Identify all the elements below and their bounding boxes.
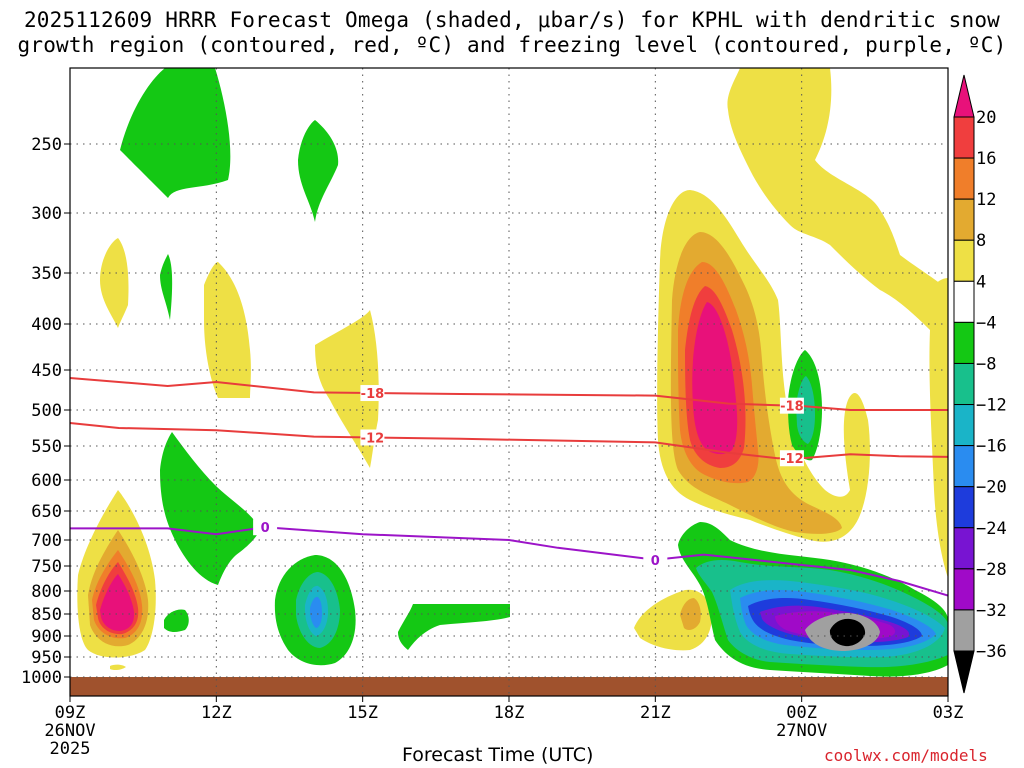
x-tick-year: 2025	[50, 739, 91, 759]
plot-frame	[69, 67, 949, 697]
contour-line	[69, 377, 948, 411]
x-tick-label: 03Z	[933, 703, 964, 723]
y-tick-label: 300	[31, 204, 62, 224]
colorbar-cap-top	[953, 74, 975, 118]
x-tick-label: 21Z	[640, 703, 671, 723]
colorbar-label: −4	[976, 313, 996, 333]
omega-region	[310, 596, 322, 628]
contour-label-bg	[779, 397, 804, 414]
grid-lines	[70, 68, 948, 696]
omega-region	[164, 609, 189, 632]
colorbar-label: −8	[976, 354, 996, 374]
omega-region	[929, 278, 948, 578]
colorbar-swatch	[953, 239, 975, 282]
colorbar-label: 4	[976, 272, 986, 292]
colorbar-label: 20	[976, 108, 996, 128]
omega-region	[204, 262, 251, 398]
omega-region	[160, 432, 260, 585]
colorbar-swatch	[953, 527, 975, 570]
y-tick-label: 400	[31, 315, 62, 335]
x-axis-title: Forecast Time (UTC)	[402, 744, 594, 766]
y-tick-label: 600	[31, 471, 62, 491]
chart-title-line-2: growth region (contoured, red, ºC) and f…	[17, 33, 1007, 57]
colorbar-swatch	[953, 486, 975, 529]
omega-region	[160, 254, 173, 320]
colorbar-swatch	[953, 568, 975, 611]
x-tick-date: 27NOV	[776, 721, 827, 741]
omega-region	[692, 302, 738, 455]
y-tick-label: 800	[31, 582, 62, 602]
colorbar-label: −12	[976, 396, 1007, 416]
colorbar-swatch	[953, 445, 975, 488]
x-tick-label: 00Z	[786, 703, 817, 723]
omega-region	[100, 238, 129, 328]
colorbar-swatch	[953, 157, 975, 200]
colorbar-swatch	[953, 362, 975, 406]
y-axis: 2503003504004505005506006507007508008509…	[21, 135, 70, 688]
omega-shading	[77, 68, 948, 677]
x-tick-label: 18Z	[494, 703, 525, 723]
contour-label: 0	[651, 554, 660, 569]
omega-region	[110, 664, 126, 671]
colorbar-label: −28	[976, 560, 1007, 580]
contour-lines: -18 -18 -12 -12 0 0	[69, 377, 949, 597]
y-tick-label: 450	[31, 361, 62, 381]
contour-line	[70, 526, 949, 597]
colorbar-swatch	[953, 198, 975, 241]
omega-region	[398, 604, 510, 650]
y-tick-label: 850	[31, 605, 62, 625]
contour-label-bg	[360, 429, 385, 446]
colorbar-swatch	[953, 609, 975, 652]
contour-label: 0	[261, 521, 270, 536]
x-tick-label: 12Z	[201, 703, 232, 723]
omega-region	[315, 310, 379, 468]
contour-label: -12	[361, 432, 385, 447]
contour-label-bg	[253, 519, 278, 536]
colorbar-label: −24	[976, 519, 1007, 539]
colorbar-label: 8	[976, 231, 986, 251]
omega-region	[829, 618, 866, 647]
omega-region	[727, 68, 948, 380]
x-tick-label: 15Z	[347, 703, 378, 723]
colorbar-label: −16	[976, 437, 1007, 457]
contour-label: -12	[780, 452, 804, 467]
colorbar-swatch	[953, 321, 975, 364]
contour-label-bg	[643, 551, 668, 568]
y-tick-label: 900	[31, 627, 62, 647]
omega-region	[298, 120, 339, 222]
colorbar-cap-bottom	[953, 650, 975, 694]
y-tick-label: 500	[31, 401, 62, 421]
x-tick-date: 26NOV	[44, 721, 95, 741]
colorbar-swatch	[953, 280, 975, 323]
y-tick-label: 350	[31, 264, 62, 284]
y-tick-label: 650	[31, 502, 62, 522]
contour-label: -18	[361, 387, 385, 402]
omega-region	[120, 68, 231, 198]
colorbar-label: 16	[976, 149, 996, 169]
omega-region	[680, 598, 701, 630]
chart-title-line-1: 2025112609 HRRR Forecast Omega (shaded, …	[23, 8, 1001, 32]
omega-region	[100, 574, 135, 631]
y-tick-label: 1000	[21, 668, 62, 688]
colorbar-label: −36	[976, 642, 1007, 662]
credit-link[interactable]: coolwx.com/models	[824, 746, 988, 765]
colorbar: 20 16 12 8 4 −4 −8 −12 −16 −20 −24 −28 −32 −36	[953, 74, 1007, 694]
contour-label-bg	[779, 450, 804, 467]
y-tick-label: 700	[31, 531, 62, 551]
y-tick-label: 950	[31, 648, 62, 668]
contour-label-bg	[360, 385, 385, 402]
colorbar-label: 12	[976, 190, 996, 210]
y-tick-label: 250	[31, 135, 62, 155]
colorbar-swatch	[953, 404, 975, 447]
contour-label: -18	[780, 400, 804, 415]
colorbar-swatch	[953, 116, 975, 159]
contour-line	[69, 422, 949, 460]
colorbar-label: −32	[976, 601, 1007, 621]
x-tick-label: 09Z	[55, 703, 86, 723]
colorbar-label: −20	[976, 478, 1007, 498]
y-tick-label: 750	[31, 557, 62, 577]
y-tick-label: 550	[31, 437, 62, 457]
